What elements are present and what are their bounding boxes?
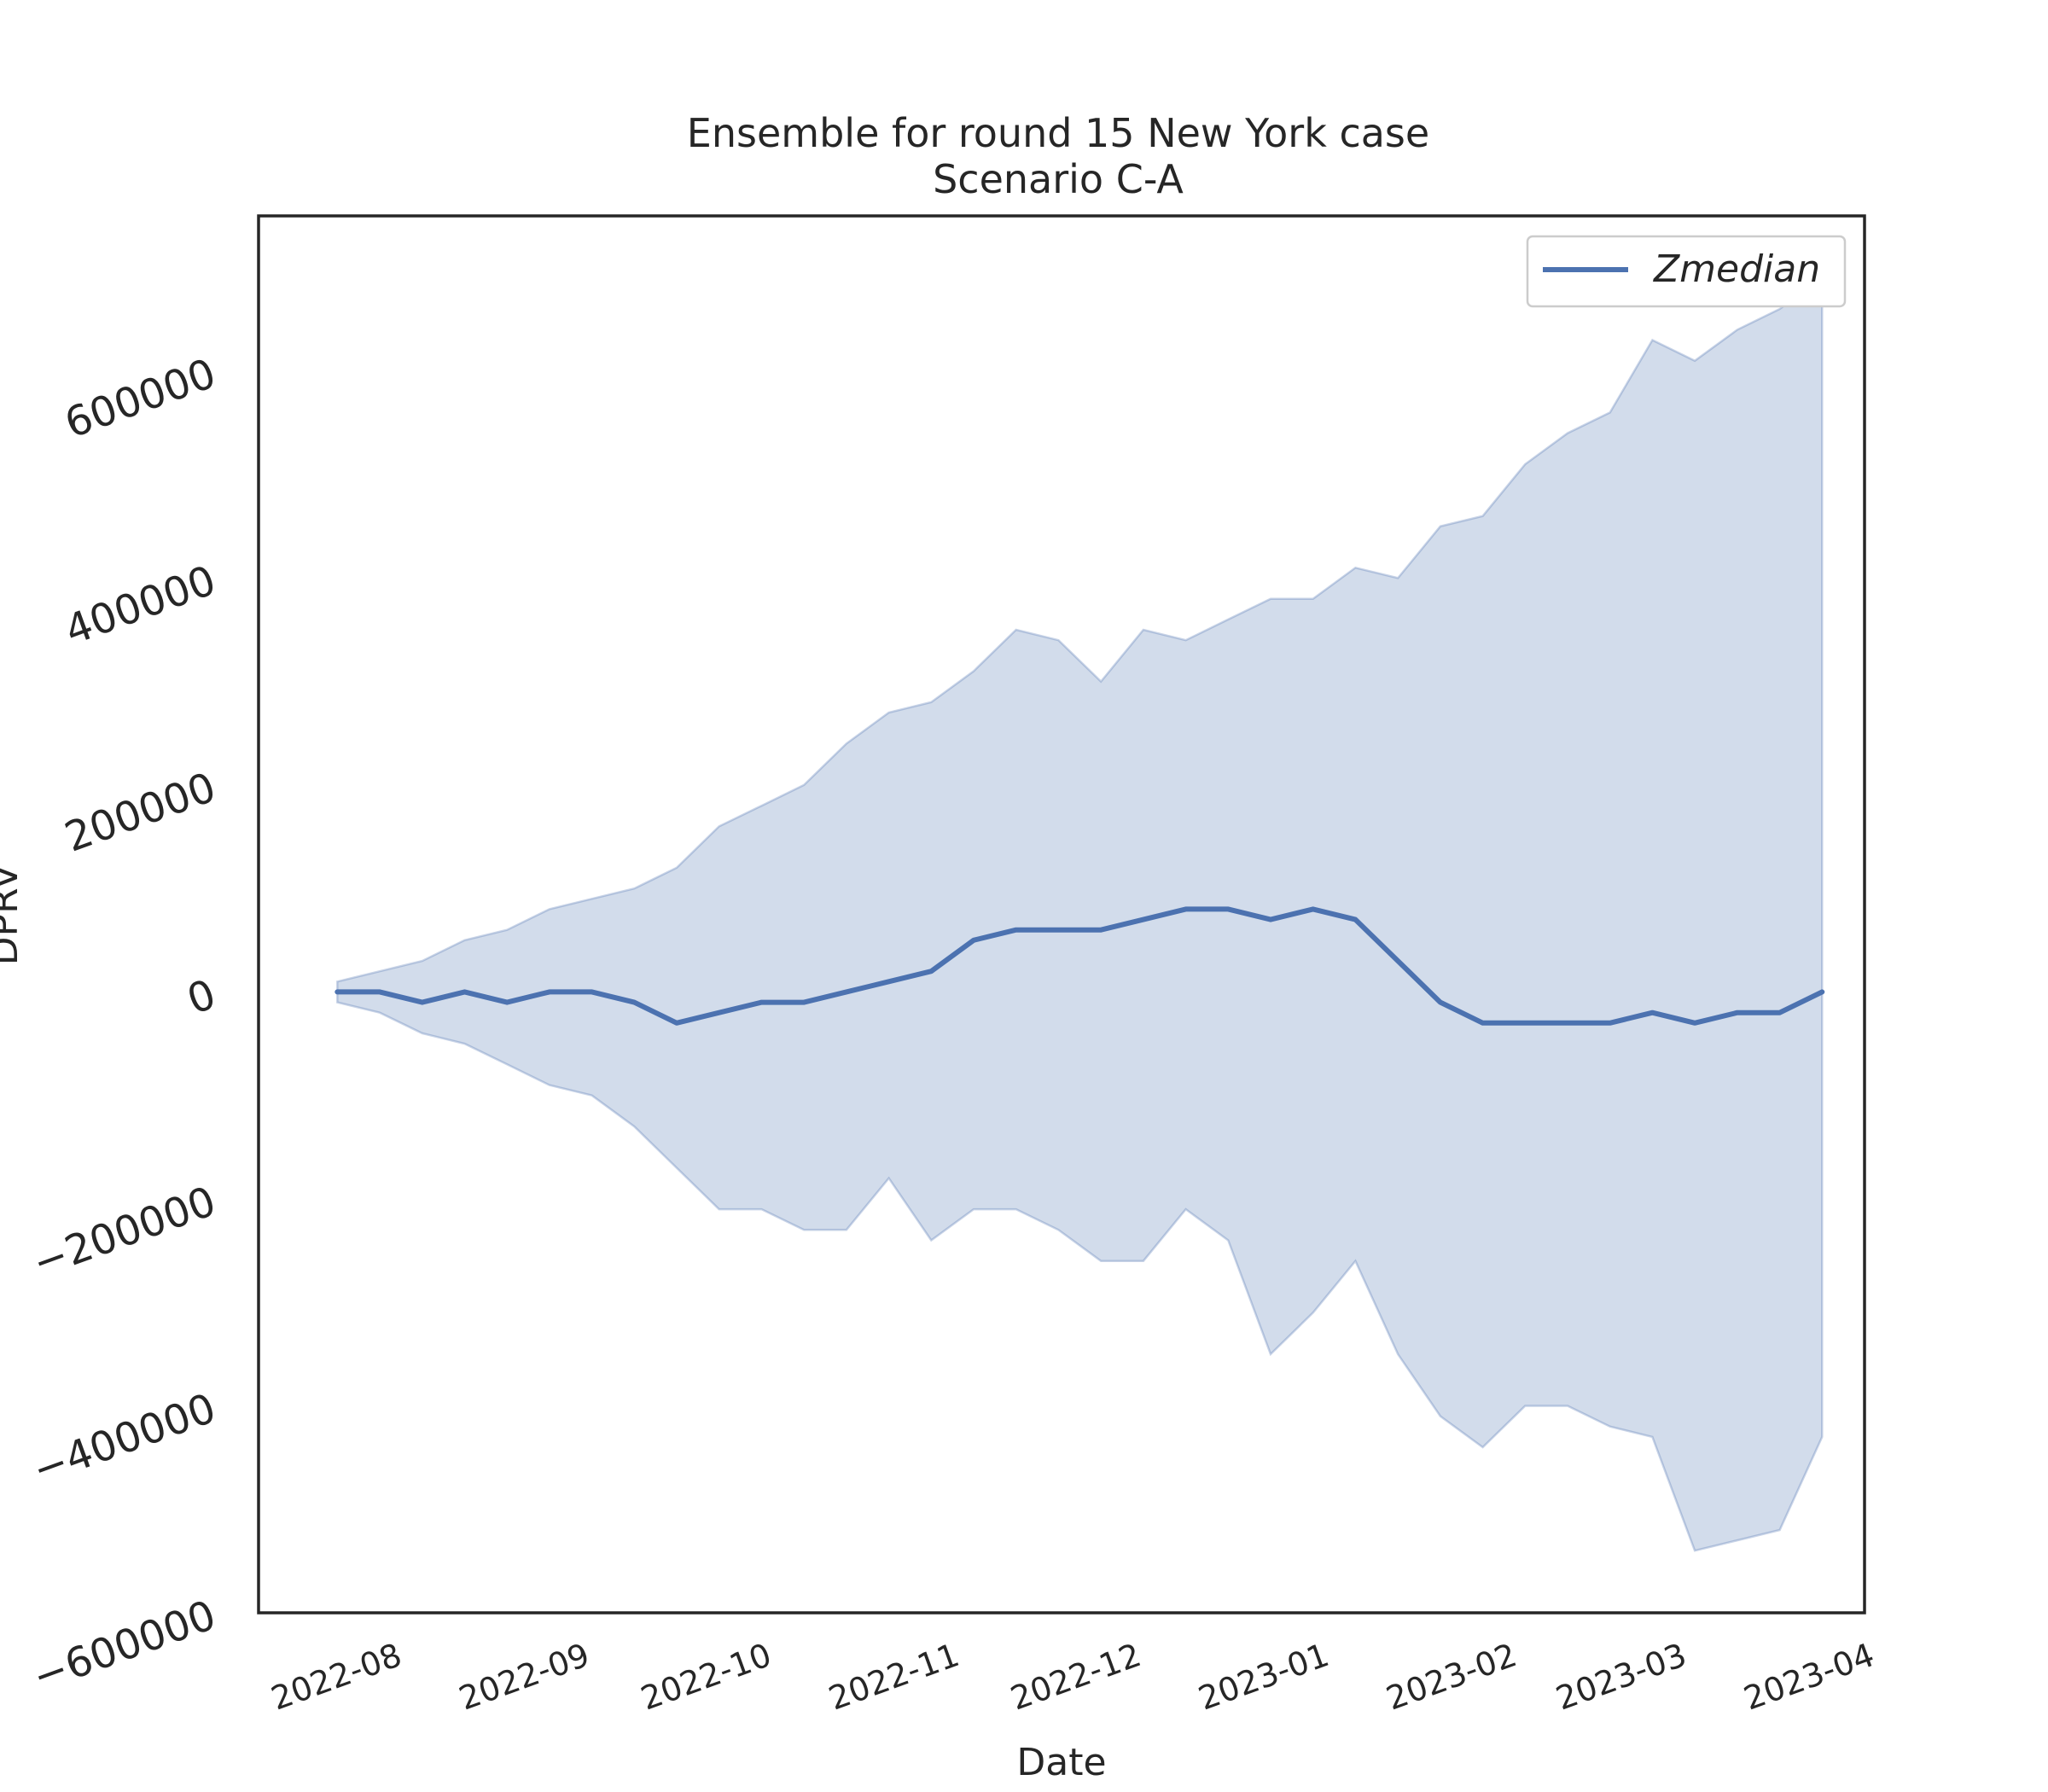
- plot-frame: [257, 214, 1866, 1615]
- y-tick-label: −600000: [26, 1591, 222, 1702]
- y-tick-label: 200000: [59, 764, 222, 862]
- y-axis-ticks: −600000 −400000 −200000 0 200000 400000 600000: [26, 350, 222, 1702]
- y-tick-label: −400000: [26, 1384, 222, 1494]
- x-tick-label: 2022-10: [636, 1636, 776, 1718]
- series-line-zmedian: [335, 906, 1825, 1026]
- y-tick-label: 400000: [59, 556, 222, 655]
- x-tick-label: 2022-08: [266, 1636, 406, 1718]
- legend: Zmedian: [1526, 235, 1847, 308]
- x-axis-label: Date: [1016, 1741, 1106, 1784]
- y-tick-label: −200000: [26, 1178, 222, 1288]
- x-tick-label: 2022-12: [1006, 1636, 1146, 1718]
- x-axis-ticks: 2022-08 2022-09 2022-10 2022-11 2022-12 2023-…: [266, 1636, 1879, 1718]
- chart-subtitle: Scenario C-A: [933, 156, 1184, 202]
- x-tick-label: 2023-04: [1739, 1636, 1879, 1718]
- x-tick-label: 2023-03: [1551, 1636, 1691, 1718]
- y-axis-label: DPRV: [0, 864, 26, 966]
- y-tick-label: 600000: [59, 350, 222, 448]
- y-tick-label: 0: [181, 970, 222, 1024]
- plot-area: [335, 276, 1825, 1552]
- x-tick-label: 2022-09: [454, 1636, 594, 1718]
- x-tick-label: 2023-02: [1382, 1636, 1521, 1718]
- legend-label-zmedian: Zmedian: [1653, 247, 1820, 291]
- x-tick-label: 2022-11: [823, 1636, 963, 1718]
- chart-title: Ensemble for round 15 New York case: [687, 110, 1429, 156]
- uncertainty-band: [336, 276, 1824, 1552]
- x-tick-label: 2023-01: [1194, 1636, 1334, 1718]
- legend-box: [1526, 235, 1847, 308]
